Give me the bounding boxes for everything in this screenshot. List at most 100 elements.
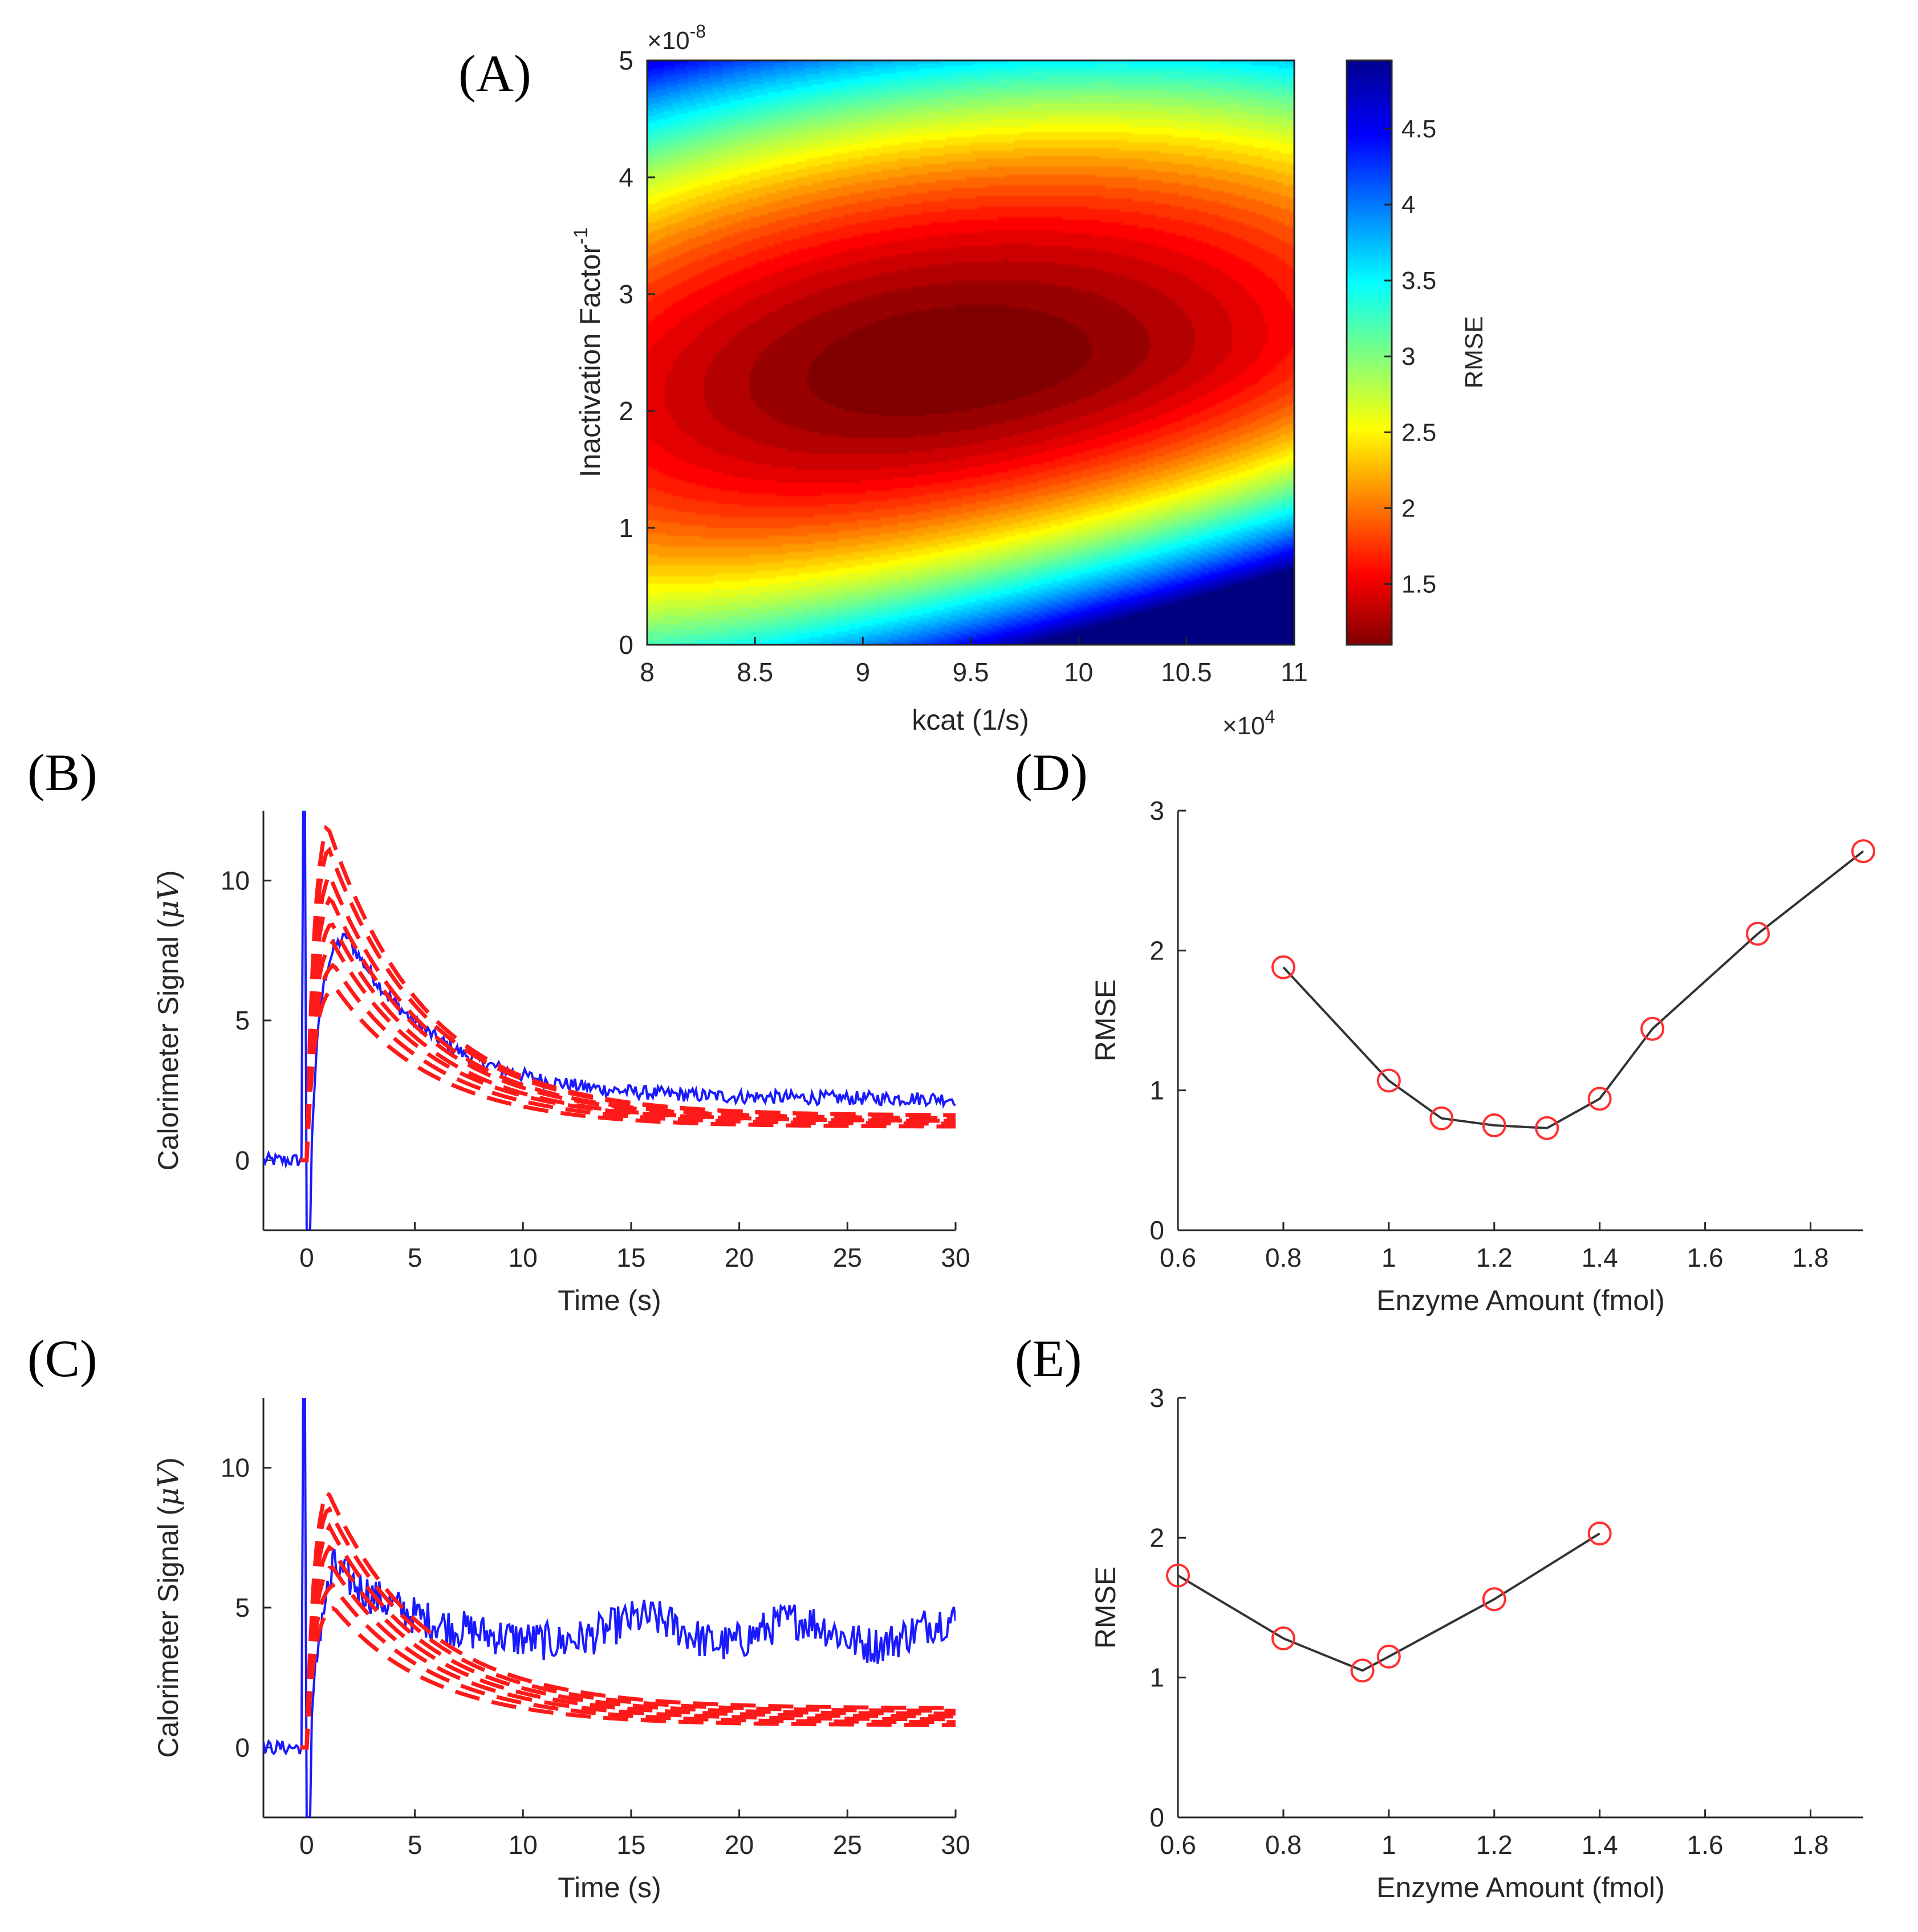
heatmap-y-tick-label: 3 bbox=[619, 279, 633, 309]
panel-e: 0.6 0.8 1 1.2 1.4 1.6 1.8 0 1 2 3 Enzyme Amount (fm… bbox=[1090, 1383, 1863, 1903]
rmse-e-y-label: RMSE bbox=[1090, 1567, 1121, 1649]
colorbar-tick-label: 1.5 bbox=[1401, 571, 1436, 599]
heatmap-x-tick-label: 8 bbox=[640, 657, 655, 687]
rmse-e-rmse-marker bbox=[1166, 1563, 1190, 1588]
panel-b: 0 5 10 15 20 25 30 0 5 10 Time (s) Calorimeter Sign… bbox=[152, 811, 970, 1316]
rmse-d-x-tick-label: 1.4 bbox=[1582, 1243, 1618, 1272]
signal-c-y-tick-label: 10 bbox=[221, 1453, 250, 1483]
heatmap-x-tick-label: 10.5 bbox=[1161, 657, 1212, 687]
heatmap-y-tick-label: 0 bbox=[619, 630, 633, 660]
rmse-e-rmse-marker bbox=[1350, 1658, 1375, 1683]
heatmap-x-tick-label: 8.5 bbox=[737, 657, 773, 687]
signal-b-x-label: Time (s) bbox=[558, 1284, 661, 1316]
heatmap-x-tick-label: 10 bbox=[1064, 657, 1093, 687]
signal-b-model-line bbox=[300, 938, 956, 1162]
signal-b-y-label: Calorimeter Signal (μV) bbox=[152, 870, 185, 1170]
signal-b-x-tick-label: 25 bbox=[833, 1243, 862, 1272]
panel-label-d: (D) bbox=[1015, 743, 1088, 802]
signal-c-y-label-unit: μV bbox=[152, 1464, 185, 1506]
heatmap-y-label-main: Inactivation Factor bbox=[574, 245, 606, 478]
signal-b-model-line bbox=[300, 986, 956, 1162]
rmse-d-rmse-marker bbox=[1376, 1068, 1401, 1093]
signal-b-y-tick-label: 10 bbox=[221, 866, 250, 896]
colorbar-tick-label: 4.5 bbox=[1401, 115, 1436, 143]
colorbar-label: RMSE bbox=[1460, 316, 1488, 388]
rmse-d-rmse-line bbox=[1282, 850, 1864, 1129]
heatmap-x-tick-label: 9.5 bbox=[953, 657, 989, 687]
heatmap-y-tick-label: 4 bbox=[619, 162, 633, 192]
heatmap-y-tick-label: 1 bbox=[619, 513, 633, 543]
signal-c-x-tick-label: 5 bbox=[408, 1830, 422, 1860]
rmse-e-x-tick-label: 1.4 bbox=[1582, 1830, 1618, 1860]
signal-c-model-line bbox=[300, 1544, 956, 1750]
signal-c-x-label: Time (s) bbox=[558, 1872, 661, 1903]
heatmap-x-exponent: ×104 bbox=[1222, 706, 1275, 740]
heatmap-y-label-sup: -1 bbox=[570, 227, 592, 245]
colorbar-tick-label: 2 bbox=[1401, 494, 1415, 522]
heatmap-y-exponent: ×10-8 bbox=[647, 21, 706, 55]
rmse-e-x-tick-label: 1.6 bbox=[1687, 1830, 1724, 1860]
rmse-e-y-tick-label: 2 bbox=[1149, 1523, 1164, 1552]
heatmap-x-tick-label: 11 bbox=[1281, 657, 1308, 687]
signal-c-x-tick-label: 10 bbox=[509, 1830, 538, 1860]
heatmap-y-exponent-base: ×10 bbox=[647, 27, 690, 55]
rmse-e-rmse-marker bbox=[1376, 1644, 1401, 1669]
rmse-e-x-label: Enzyme Amount (fmol) bbox=[1376, 1872, 1665, 1903]
rmse-e-x-tick-label: 1 bbox=[1381, 1830, 1396, 1860]
panel-label-b: (B) bbox=[27, 743, 97, 802]
heatmap-x-label: kcat (1/s) bbox=[912, 704, 1029, 736]
colorbar bbox=[1346, 59, 1393, 646]
signal-b-measured-line bbox=[263, 811, 956, 1230]
signal-c-model-line bbox=[300, 1582, 956, 1750]
panel-label-c: (C) bbox=[27, 1329, 97, 1388]
heatmap-y-tick-label: 2 bbox=[619, 396, 633, 426]
signal-b-x-tick-label: 20 bbox=[725, 1243, 754, 1272]
signal-c-x-tick-label: 0 bbox=[299, 1830, 314, 1860]
rmse-e-x-tick-label: 0.6 bbox=[1160, 1830, 1196, 1860]
signal-c-x-tick-label: 20 bbox=[725, 1830, 754, 1860]
panel-d: 0.6 0.8 1 1.2 1.4 1.6 1.8 0 1 2 3 Enzyme Amount (fm… bbox=[1090, 796, 1875, 1316]
heatmap-y-exponent-power: -8 bbox=[690, 21, 706, 42]
signal-c-model-line bbox=[300, 1605, 956, 1750]
heatmap-y-ticks: 0 1 2 3 4 5 bbox=[619, 46, 655, 660]
signal-b-model-line bbox=[300, 962, 956, 1162]
signal-b-x-tick-label: 15 bbox=[616, 1243, 645, 1272]
heatmap-x-tick-label: 9 bbox=[856, 657, 871, 687]
rmse-d-rmse-marker bbox=[1640, 1016, 1665, 1041]
rmse-e-y-tick-label: 0 bbox=[1149, 1803, 1164, 1832]
rmse-e-rmse-marker bbox=[1587, 1521, 1612, 1545]
rmse-d-rmse-marker bbox=[1429, 1106, 1454, 1130]
rmse-d-y-tick-label: 2 bbox=[1149, 936, 1164, 965]
rmse-e-rmse-line bbox=[1177, 1532, 1600, 1672]
heatmap-y-label: Inactivation Factor-1 bbox=[570, 227, 606, 478]
panel-label-e: (E) bbox=[1015, 1329, 1082, 1388]
heatmap-surface bbox=[647, 60, 1294, 645]
rmse-d-y-label: RMSE bbox=[1090, 979, 1121, 1061]
signal-b-model-line bbox=[300, 846, 956, 1162]
signal-c-y-tick-label: 0 bbox=[235, 1732, 250, 1762]
rmse-e-y-tick-label: 3 bbox=[1149, 1383, 1164, 1413]
signal-b-x-tick-label: 0 bbox=[299, 1243, 314, 1272]
signal-c-model-line bbox=[300, 1565, 956, 1750]
colorbar-tick-label: 4 bbox=[1401, 191, 1415, 219]
heatmap-x-exponent-power: 4 bbox=[1265, 706, 1275, 727]
signal-c-x-tick-label: 15 bbox=[616, 1830, 645, 1860]
panel-label-a: (A) bbox=[458, 44, 531, 103]
signal-c-x-tick-label: 25 bbox=[833, 1830, 862, 1860]
signal-b-x-tick-label: 5 bbox=[408, 1243, 422, 1272]
signal-b-y-tick-label: 5 bbox=[235, 1006, 250, 1035]
rmse-e-y-tick-label: 1 bbox=[1149, 1663, 1164, 1693]
rmse-e-x-tick-label: 0.8 bbox=[1265, 1830, 1302, 1860]
panel-a: (A) 8 8.5 9 9.5 10 10.5 11 0 1 2 3 4 5 kcat (1/s) I… bbox=[458, 21, 1488, 740]
rmse-e-x-tick-label: 1.2 bbox=[1476, 1830, 1513, 1860]
rmse-d-x-tick-label: 1 bbox=[1381, 1243, 1396, 1272]
rmse-e-rmse-marker bbox=[1271, 1626, 1295, 1650]
colorbar-tick-label: 3.5 bbox=[1401, 267, 1436, 295]
signal-c-x-tick-label: 30 bbox=[941, 1830, 970, 1860]
signal-c-measured-line bbox=[263, 1398, 956, 1817]
heatmap-x-exponent-base: ×10 bbox=[1222, 712, 1265, 740]
panel-c: 0 5 10 15 20 25 30 0 5 10 Time (s) Calorimeter Sign… bbox=[152, 1398, 970, 1903]
signal-b-y-label-unit: μV bbox=[152, 877, 185, 918]
rmse-d-rmse-marker bbox=[1535, 1116, 1559, 1140]
